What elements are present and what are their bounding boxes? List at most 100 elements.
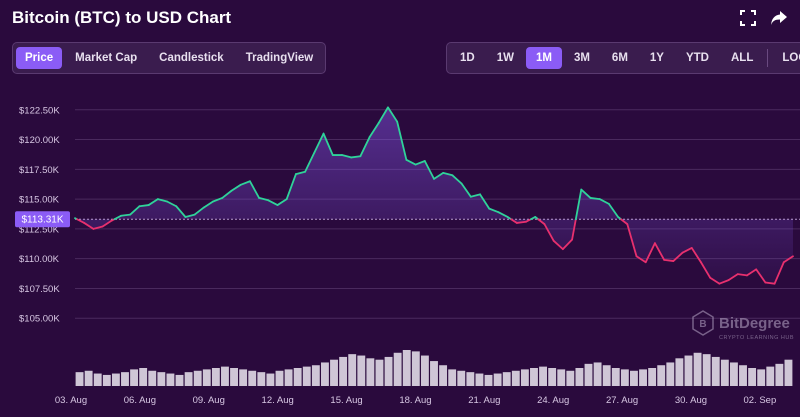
price-segment [156, 198, 168, 203]
tab-tradingview[interactable]: TradingView [245, 52, 314, 64]
price-segment [138, 204, 150, 208]
volume-bar [511, 370, 520, 386]
range-1d[interactable]: 1D [460, 52, 475, 64]
y-tick-label: $112.50K [19, 224, 60, 235]
y-tick-label: $122.50K [19, 105, 60, 116]
volume-bar [384, 356, 393, 386]
price-segment [92, 225, 104, 230]
y-tick-label: $107.50K [19, 284, 60, 295]
volume-bar [430, 361, 438, 386]
volume-bar [148, 370, 157, 386]
bitdegree-logo-icon: B [692, 310, 714, 336]
log-toggle[interactable]: LOG [782, 52, 800, 64]
range-6m[interactable]: 6M [611, 52, 628, 64]
y-axis: $105.00K $107.50K $110.00K $112.50K $115.00K… [19, 105, 60, 324]
volume-bar [711, 356, 720, 386]
price-segment [396, 120, 408, 161]
volume-bar [748, 368, 757, 386]
price-segment [764, 281, 776, 285]
volume-bar [257, 372, 266, 386]
volume-bar [484, 374, 493, 386]
volume-bar [648, 368, 657, 386]
tab-market-cap[interactable]: Market Cap [75, 52, 138, 64]
volume-bar [284, 369, 293, 386]
volume-bar [620, 369, 629, 386]
y-tick-label: $110.00K [19, 254, 60, 265]
chart-grid [75, 109, 800, 319]
price-segment [782, 255, 794, 264]
volume-bar [566, 370, 575, 386]
volume-bar [784, 359, 793, 386]
price-line [74, 106, 794, 285]
price-segment [626, 223, 638, 258]
volume-bar [448, 369, 457, 386]
price-segment [193, 206, 205, 216]
y-tick-label: $115.00K [19, 195, 60, 206]
price-segment [76, 218, 86, 224]
tab-candlestick[interactable]: Candlestick [159, 52, 224, 64]
price-segment [304, 151, 316, 173]
volume-bar [111, 373, 120, 386]
price-segment [589, 197, 601, 201]
share-icon[interactable] [770, 10, 788, 26]
price-segment [267, 199, 279, 206]
volume-bar [520, 369, 529, 386]
volume-bar [639, 369, 647, 386]
volume-bar [230, 368, 238, 386]
price-area [75, 107, 793, 284]
price-segment [295, 170, 307, 175]
volume-bar [202, 369, 211, 386]
x-tick-label: 03. Aug [55, 395, 87, 406]
volume-bar [630, 370, 638, 386]
price-segment [635, 255, 647, 264]
fullscreen-icon[interactable] [740, 10, 756, 26]
volume-bar [93, 373, 102, 386]
range-all[interactable]: ALL [730, 52, 754, 64]
range-1w[interactable]: 1W [496, 52, 514, 64]
price-segment [350, 155, 362, 159]
price-segment [746, 268, 758, 277]
volume-bar [684, 355, 693, 386]
price-segment [313, 132, 325, 154]
price-chart[interactable]: $105.00K $107.50K $110.00K $112.50K $115.00K… [0, 80, 800, 417]
price-segment [239, 180, 251, 186]
x-tick-label: 24. Aug [537, 395, 569, 406]
volume-bar [657, 365, 666, 386]
tab-price[interactable]: Price [16, 47, 63, 69]
range-3m[interactable]: 3M [573, 52, 590, 64]
y-tick-label: $105.00K [19, 314, 60, 325]
volume-bar [339, 356, 348, 386]
price-segment [451, 174, 463, 185]
price-segment [322, 132, 334, 156]
volume-bar [439, 365, 448, 386]
price-segment [248, 180, 261, 199]
y-tick-label: $117.50K [19, 165, 60, 176]
price-segment [175, 205, 187, 218]
price-segment [202, 200, 214, 209]
price-segment [598, 198, 610, 205]
volume-bars [75, 350, 793, 386]
price-segment [120, 213, 132, 217]
volume-bar [121, 372, 129, 386]
price-segment [773, 261, 785, 285]
price-segment [166, 200, 178, 208]
volume-bar [211, 368, 220, 386]
volume-bar [375, 359, 384, 386]
volume-bar [311, 365, 320, 386]
volume-bar [102, 374, 111, 386]
price-segment [442, 172, 454, 177]
volume-bar [166, 373, 175, 386]
price-segment [488, 207, 500, 214]
range-1y[interactable]: 1Y [649, 52, 664, 64]
x-tick-label: 21. Aug [468, 395, 500, 406]
price-segment [469, 193, 481, 198]
chart-header: Bitcoin (BTC) to USD Chart [12, 8, 788, 30]
price-segment [359, 136, 371, 158]
range-1m[interactable]: 1M [525, 47, 562, 69]
price-segment [552, 239, 564, 251]
price-segment [709, 276, 721, 285]
range-ytd[interactable]: YTD [685, 52, 709, 64]
volume-bar [675, 358, 684, 386]
page-title: Bitcoin (BTC) to USD Chart [12, 8, 232, 27]
x-tick-label: 18. Aug [399, 395, 431, 406]
